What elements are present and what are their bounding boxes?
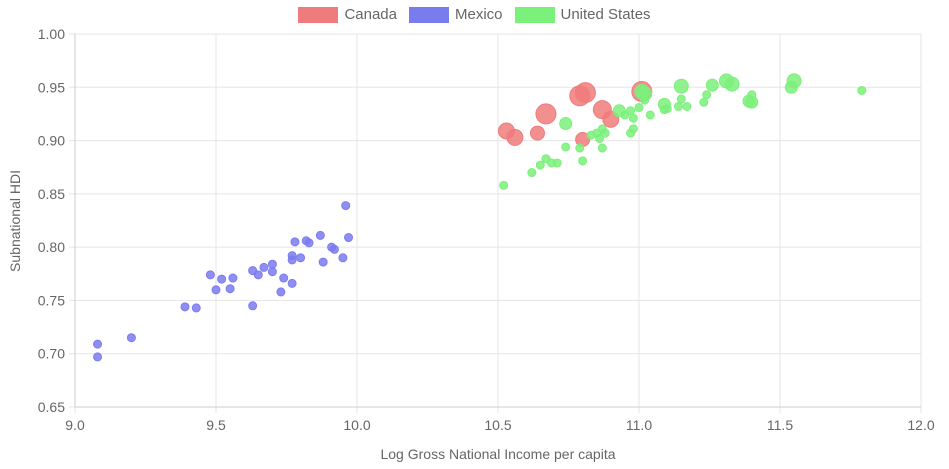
data-point-united-states[interactable] — [600, 128, 610, 138]
data-point-canada[interactable] — [574, 82, 596, 104]
data-point-mexico[interactable] — [126, 333, 136, 343]
data-point-united-states[interactable] — [552, 158, 562, 168]
legend-swatch-united-states — [514, 6, 555, 23]
x-tick-label: 12.0 — [907, 417, 934, 433]
y-tick-label: 0.85 — [38, 186, 65, 202]
data-point-united-states[interactable] — [634, 103, 644, 113]
data-point-canada[interactable] — [535, 103, 557, 125]
data-point-mexico[interactable] — [228, 273, 238, 283]
data-point-united-states[interactable] — [673, 78, 689, 94]
data-point-united-states[interactable] — [628, 124, 638, 134]
data-point-mexico[interactable] — [253, 270, 263, 280]
x-tick-label: 10.5 — [484, 417, 511, 433]
data-point-mexico[interactable] — [329, 244, 339, 254]
data-point-united-states[interactable] — [595, 133, 605, 143]
y-tick-label: 0.95 — [38, 79, 65, 95]
data-point-united-states[interactable] — [786, 73, 802, 89]
legend-item-canada[interactable]: Canada — [298, 6, 397, 23]
y-tick-label: 0.70 — [38, 346, 65, 362]
axes: 9.0 9.5 10.0 10.5 11.0 11.5 12.0 0.65 0.70 0.75 0.… — [38, 26, 935, 433]
data-point-united-states[interactable] — [597, 143, 607, 153]
data-point-united-states[interactable] — [676, 94, 686, 104]
data-point-mexico[interactable] — [287, 251, 297, 261]
data-point-united-states[interactable] — [682, 101, 692, 111]
data-point-united-states[interactable] — [699, 97, 709, 107]
data-point-canada[interactable] — [529, 125, 545, 141]
data-point-mexico[interactable] — [259, 262, 269, 272]
data-point-mexico[interactable] — [304, 238, 314, 248]
data-point-united-states[interactable] — [673, 101, 683, 111]
data-point-canada[interactable] — [506, 128, 524, 146]
data-point-united-states[interactable] — [527, 168, 537, 178]
y-tick-label: 1.00 — [38, 26, 65, 42]
data-point-united-states[interactable] — [626, 106, 636, 116]
data-point-mexico[interactable] — [93, 339, 103, 349]
data-point-mexico[interactable] — [276, 287, 286, 297]
data-point-united-states[interactable] — [645, 110, 655, 120]
data-point-mexico[interactable] — [205, 270, 215, 280]
data-point-mexico[interactable] — [211, 285, 221, 295]
data-point-united-states[interactable] — [628, 113, 638, 123]
data-point-mexico[interactable] — [267, 259, 277, 269]
data-point-united-states[interactable] — [705, 78, 719, 92]
legend: Canada Mexico United States — [0, 6, 949, 23]
data-point-mexico[interactable] — [93, 352, 103, 362]
x-tick-label: 11.0 — [626, 417, 652, 433]
y-tick-label: 0.65 — [38, 399, 65, 415]
legend-item-mexico[interactable]: Mexico — [408, 6, 503, 23]
data-point-mexico[interactable] — [248, 301, 258, 311]
legend-swatch-mexico — [408, 6, 449, 23]
data-point-mexico[interactable] — [296, 253, 306, 263]
data-point-united-states[interactable] — [561, 142, 571, 152]
data-point-united-states[interactable] — [578, 156, 588, 166]
data-point-mexico[interactable] — [341, 201, 351, 211]
data-point-mexico[interactable] — [287, 278, 297, 288]
data-point-united-states[interactable] — [662, 104, 672, 114]
legend-label-mexico: Mexico — [454, 6, 503, 23]
data-point-mexico[interactable] — [180, 302, 190, 312]
data-point-mexico[interactable] — [318, 257, 328, 267]
data-point-mexico[interactable] — [315, 230, 325, 240]
series-united-states — [499, 73, 867, 190]
data-point-united-states[interactable] — [702, 90, 712, 100]
x-tick-label: 11.5 — [767, 417, 793, 433]
x-tick-label: 9.5 — [206, 417, 226, 433]
data-point-united-states[interactable] — [640, 95, 650, 105]
y-axis-label: Subnational HDI — [7, 170, 23, 272]
data-points — [93, 73, 867, 362]
data-point-united-states[interactable] — [724, 76, 740, 92]
y-tick-label: 0.80 — [38, 239, 65, 255]
legend-item-united-states[interactable]: United States — [514, 6, 651, 23]
data-point-mexico[interactable] — [290, 237, 300, 247]
data-point-mexico[interactable] — [267, 267, 277, 277]
data-point-mexico[interactable] — [191, 303, 201, 313]
data-point-united-states[interactable] — [747, 90, 757, 100]
series-mexico — [93, 201, 354, 362]
data-point-united-states[interactable] — [499, 180, 509, 190]
data-point-mexico[interactable] — [279, 273, 289, 283]
y-tick-label: 0.90 — [38, 133, 65, 149]
data-point-united-states[interactable] — [559, 117, 573, 131]
x-tick-label: 9.0 — [65, 417, 85, 433]
x-tick-label: 10.0 — [343, 417, 370, 433]
data-point-mexico[interactable] — [338, 253, 348, 263]
data-point-mexico[interactable] — [344, 233, 354, 243]
x-axis-label: Log Gross National Income per capita — [380, 446, 615, 462]
legend-swatch-canada — [298, 6, 339, 23]
data-point-mexico[interactable] — [217, 274, 227, 284]
legend-label-canada: Canada — [344, 6, 397, 23]
data-point-mexico[interactable] — [225, 284, 235, 294]
data-point-united-states[interactable] — [857, 85, 867, 95]
legend-label-united-states: United States — [560, 6, 651, 23]
data-point-united-states[interactable] — [535, 160, 545, 170]
y-tick-label: 0.75 — [38, 292, 65, 308]
data-point-united-states[interactable] — [575, 143, 585, 153]
